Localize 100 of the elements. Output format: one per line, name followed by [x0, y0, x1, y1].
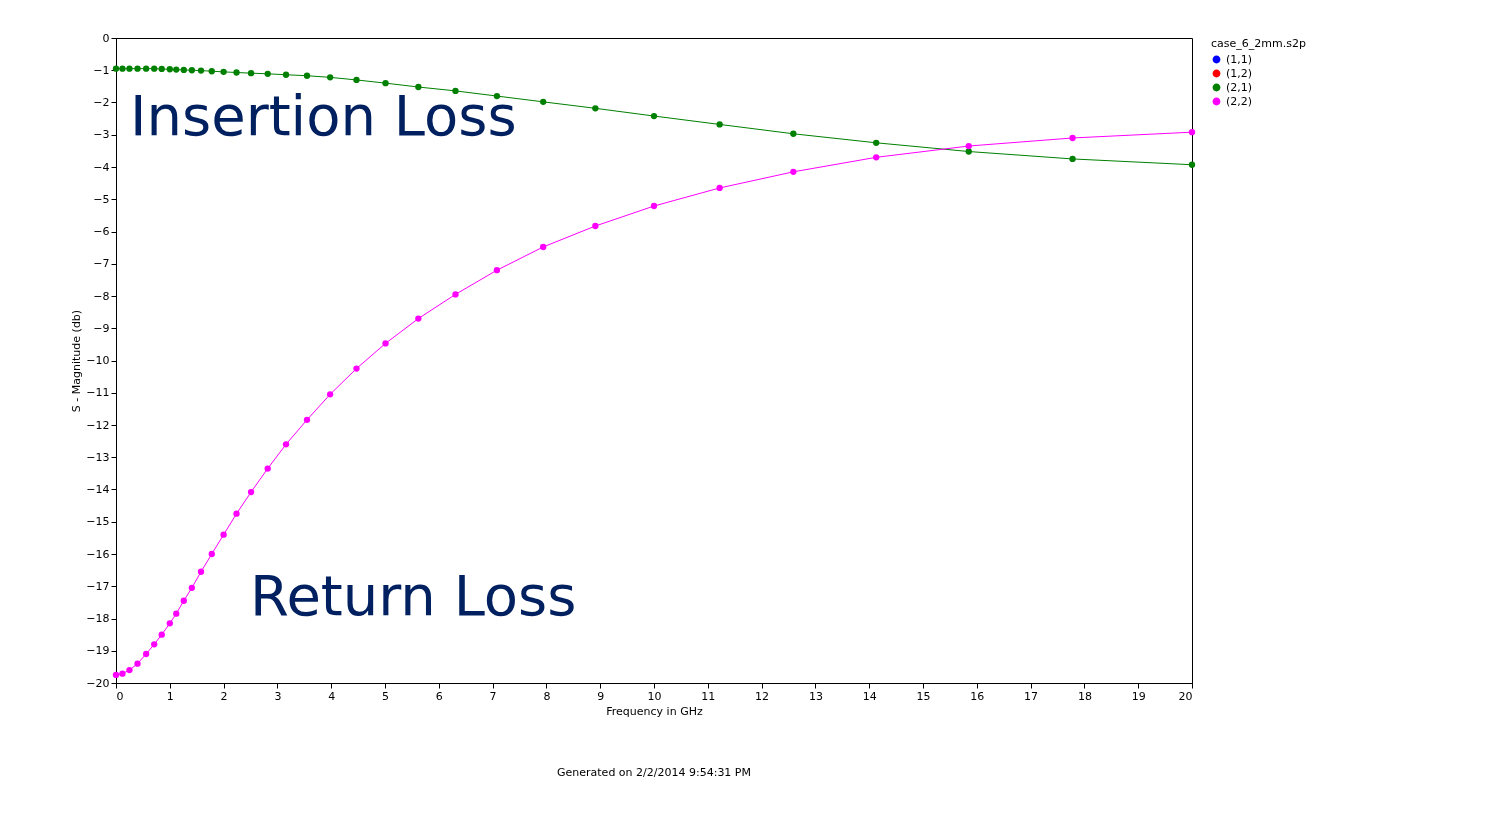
point: [716, 121, 723, 128]
point: [873, 139, 880, 146]
annotation: Insertion Loss: [130, 83, 517, 148]
point: [592, 105, 599, 112]
point: [415, 83, 422, 91]
y-tick-label: −19: [86, 644, 110, 658]
point: [873, 154, 880, 161]
x-tick-label: 9: [597, 689, 605, 703]
y-tick-label: −1: [93, 63, 110, 77]
point: [233, 510, 240, 517]
point: [650, 202, 658, 210]
point: [650, 112, 658, 120]
point: [119, 65, 126, 72]
x-tick-label: 17: [1024, 689, 1039, 703]
point: [382, 340, 389, 347]
point: [326, 391, 334, 398]
x-tick-label: 3: [274, 689, 282, 703]
x-tick-label: 8: [543, 689, 551, 703]
x-tick-label: 6: [435, 689, 443, 703]
point: [790, 130, 797, 137]
point: [188, 584, 196, 592]
point: [326, 74, 334, 81]
point: [197, 67, 205, 74]
point: [188, 67, 196, 74]
point: [166, 620, 173, 627]
y-tick-label: −6: [93, 225, 110, 238]
point: [282, 441, 290, 448]
x-tick-label: 1: [166, 689, 174, 703]
x-tick-label: 15: [916, 689, 931, 703]
point: [220, 68, 227, 76]
y-tick-label: −5: [93, 192, 110, 206]
point: [180, 66, 187, 74]
y-tick-label: −17: [86, 579, 110, 593]
x-tick-label: 2: [220, 689, 228, 703]
y-tick-label: −13: [86, 450, 110, 464]
point: [452, 291, 459, 298]
point: [142, 65, 150, 72]
point: [247, 70, 255, 77]
x-tick-label: 13: [808, 689, 823, 703]
point: [790, 168, 797, 175]
x-tick-label: 11: [701, 689, 716, 703]
point: [208, 550, 215, 558]
x-tick-label: 5: [382, 689, 389, 703]
point: [173, 610, 180, 617]
y-tick-label: −18: [86, 612, 110, 625]
x-tick-label: 18: [1077, 689, 1092, 703]
legend-label: (2,2): [1226, 94, 1253, 108]
x-tick-label: 4: [328, 689, 336, 703]
point: [452, 87, 459, 95]
point: [112, 65, 120, 72]
y-tick-label: −14: [86, 483, 110, 496]
x-tick-label: 12: [755, 689, 770, 703]
y-tick-label: −11: [86, 386, 110, 400]
point: [1069, 134, 1076, 142]
y-tick-label: −7: [93, 257, 110, 271]
point: [166, 66, 173, 73]
x-tick-label: 7: [489, 689, 497, 703]
point: [592, 222, 599, 230]
y-tick-label: −10: [86, 354, 110, 367]
point: [142, 650, 150, 658]
point: [151, 65, 158, 72]
point: [119, 670, 126, 677]
point: [126, 65, 133, 72]
point: [965, 148, 972, 155]
point: [382, 79, 389, 87]
point: [233, 69, 240, 76]
point: [540, 98, 547, 106]
point: [415, 315, 422, 322]
point: [134, 65, 141, 72]
y-axis-title: S - Magnitude (db): [70, 309, 84, 413]
point: [112, 671, 120, 679]
point: [493, 267, 501, 274]
x-tick-label: 0: [116, 689, 124, 703]
point: [282, 71, 290, 78]
annotation: Return Loss: [250, 563, 577, 628]
y-tick-label: −9: [93, 321, 110, 335]
y-tick-label: −12: [86, 418, 110, 432]
point: [264, 70, 271, 77]
legend-title: case_6_2mm.s2p: [1211, 37, 1306, 50]
point: [208, 68, 215, 75]
point: [303, 416, 311, 423]
point: [197, 568, 205, 575]
legend-label: (1,1): [1226, 52, 1253, 66]
legend-label: (1,2): [1226, 66, 1253, 80]
point: [716, 184, 723, 192]
x-tick-label: 20: [1178, 689, 1193, 703]
y-tick-label: −2: [93, 96, 110, 109]
legend-label: (2,1): [1226, 80, 1253, 94]
point: [303, 72, 311, 79]
y-tick-label: −3: [93, 128, 110, 142]
point: [353, 365, 360, 372]
y-tick-label: −8: [93, 289, 110, 303]
point: [1188, 161, 1196, 168]
point: [126, 666, 133, 674]
y-tick-label: 0: [102, 31, 110, 45]
x-tick-label: 10: [647, 689, 662, 703]
point: [1188, 129, 1196, 136]
point: [173, 66, 180, 73]
x-tick-label: 16: [970, 689, 985, 703]
y-tick-label: −15: [86, 515, 110, 529]
